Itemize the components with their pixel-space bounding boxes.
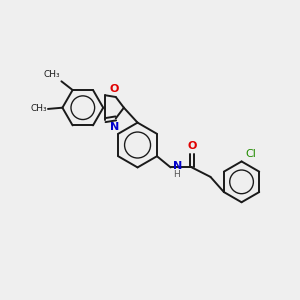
Text: Cl: Cl — [245, 149, 256, 159]
Text: CH₃: CH₃ — [44, 70, 60, 79]
Text: O: O — [110, 83, 119, 94]
Text: N: N — [173, 161, 182, 171]
Text: H: H — [173, 170, 180, 179]
Text: N: N — [110, 122, 119, 132]
Text: O: O — [187, 141, 196, 151]
Text: CH₃: CH₃ — [30, 104, 47, 113]
